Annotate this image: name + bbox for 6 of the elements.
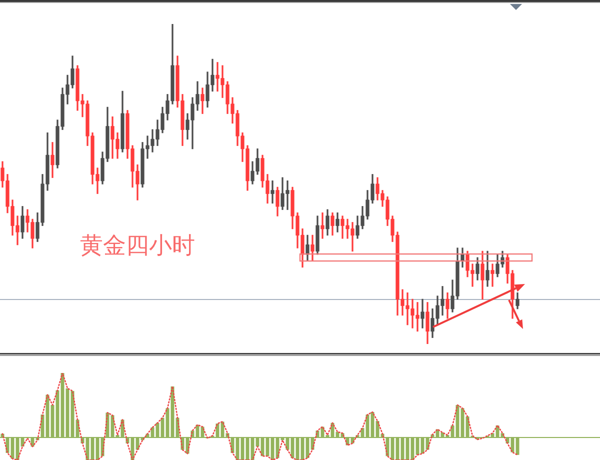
candlestick [320, 212, 324, 239]
candlestick [200, 88, 204, 114]
candlestick [490, 264, 494, 287]
candlestick [420, 298, 424, 328]
candlestick [270, 180, 274, 204]
text: 黄金四小时 [80, 232, 195, 259]
